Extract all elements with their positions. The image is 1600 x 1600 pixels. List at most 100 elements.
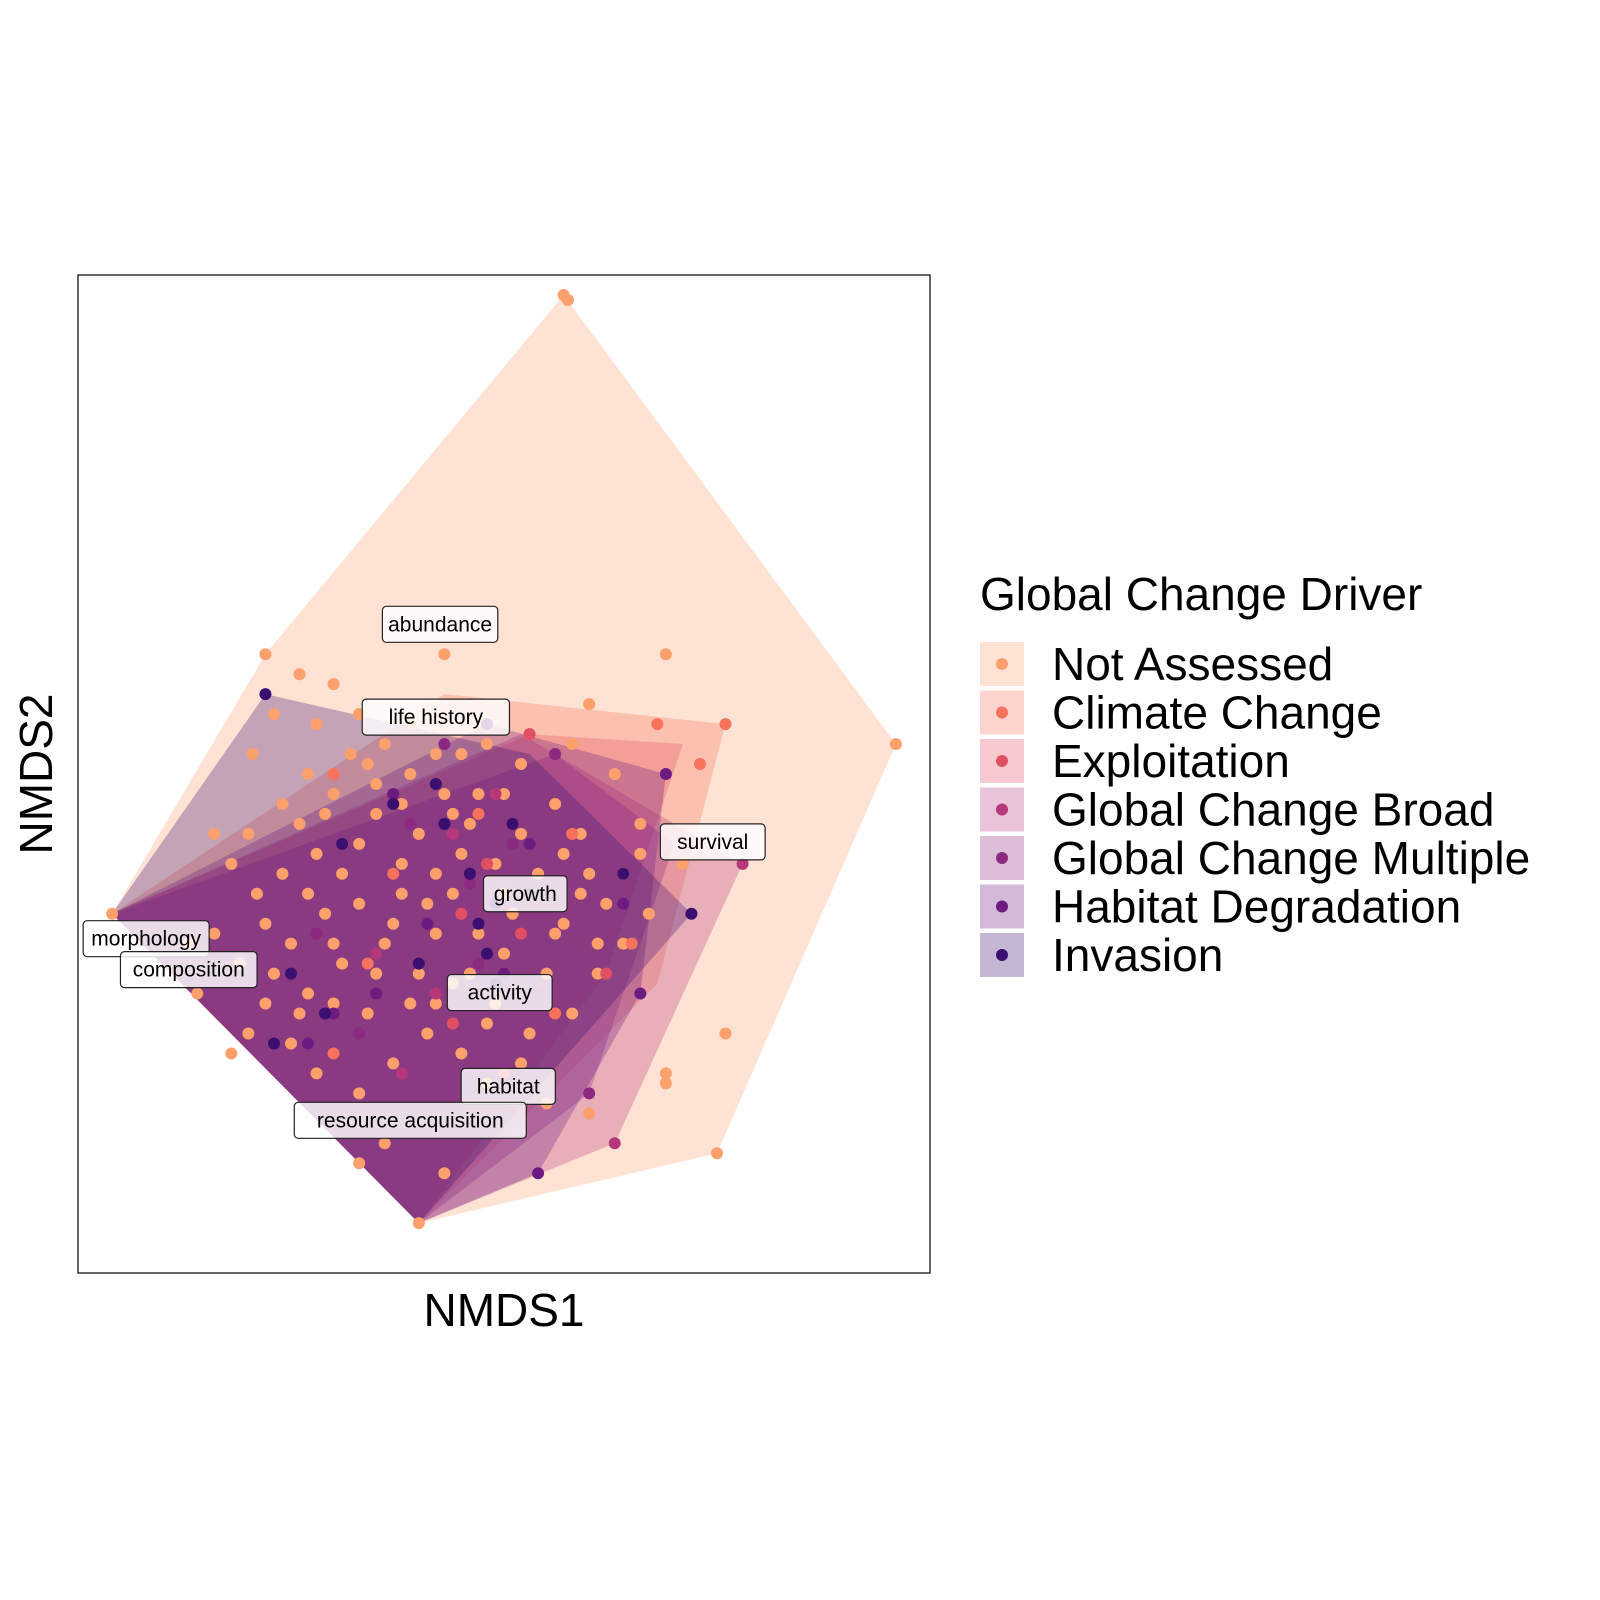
point-not-assessed	[336, 867, 349, 880]
point-not-assessed	[515, 1057, 528, 1070]
point-climate-change	[693, 758, 706, 771]
legend-label: Not Assessed	[1052, 638, 1333, 690]
trait-label-growth: growth	[482, 875, 568, 913]
trait-label-abundance: abundance	[381, 605, 499, 643]
point-not-assessed	[659, 1077, 672, 1090]
point-not-assessed	[259, 997, 272, 1010]
point-not-assessed	[353, 837, 366, 850]
legend-marker	[996, 852, 1008, 864]
point-layer	[106, 288, 902, 1230]
point-global-change-multiple	[549, 748, 562, 761]
x-axis-title: NMDS1	[423, 1284, 584, 1336]
point-not-assessed	[208, 827, 221, 840]
point-not-assessed	[566, 738, 579, 751]
point-exploitation	[455, 907, 468, 920]
point-not-assessed	[267, 708, 280, 721]
point-not-assessed	[608, 768, 621, 780]
point-habitat-degradation	[387, 787, 400, 800]
point-not-assessed	[225, 857, 238, 870]
point-climate-change	[566, 827, 579, 840]
point-not-assessed	[285, 1037, 297, 1050]
trait-label-survival: survival	[659, 823, 766, 861]
point-invasion	[387, 797, 400, 810]
point-not-assessed	[561, 293, 574, 306]
point-habitat-degradation	[327, 1007, 340, 1020]
point-not-assessed	[259, 648, 272, 661]
point-not-assessed	[319, 907, 332, 920]
point-not-assessed	[480, 738, 493, 751]
point-not-assessed	[489, 857, 502, 870]
point-invasion	[319, 1007, 332, 1020]
point-not-assessed	[472, 787, 485, 800]
point-not-assessed	[438, 1167, 451, 1180]
svg-text:growth: growth	[494, 883, 557, 906]
point-not-assessed	[353, 1087, 366, 1100]
point-not-assessed	[429, 997, 442, 1010]
point-not-assessed	[361, 758, 374, 771]
point-not-assessed	[480, 1017, 493, 1030]
point-climate-change	[549, 1007, 562, 1020]
point-habitat-degradation	[421, 917, 434, 930]
point-not-assessed	[412, 1217, 425, 1230]
point-invasion	[685, 907, 698, 920]
point-not-assessed	[429, 927, 442, 940]
legend-label: Habitat Degradation	[1052, 881, 1461, 933]
point-not-assessed	[387, 917, 400, 930]
point-habitat-degradation	[532, 1167, 545, 1180]
point-not-assessed	[498, 787, 510, 800]
point-global-change-broad	[489, 787, 502, 800]
point-not-assessed	[515, 827, 528, 840]
point-not-assessed	[370, 807, 383, 820]
legend-item-habitat-degradation: Habitat Degradation	[980, 881, 1461, 933]
legend-item-global-change-broad: Global Change Broad	[980, 784, 1494, 836]
hull-invasion	[112, 694, 692, 1224]
legend-marker	[996, 949, 1008, 961]
point-not-assessed	[310, 1067, 323, 1080]
point-not-assessed	[353, 1157, 366, 1170]
svg-text:resource acquisition: resource acquisition	[317, 1109, 504, 1132]
y-axis-title: NMDS2	[10, 693, 62, 854]
point-not-assessed	[191, 987, 204, 1000]
point-not-assessed	[327, 997, 340, 1010]
point-global-change-multiple	[506, 837, 519, 850]
point-not-assessed	[557, 917, 570, 930]
point-habitat-degradation	[302, 1037, 315, 1050]
legend-item-invasion: Invasion	[980, 929, 1223, 981]
point-not-assessed	[634, 847, 647, 860]
trait-label-layer: abundance life history survival growth morph…	[82, 605, 766, 1139]
point-global-change-broad	[395, 1067, 408, 1080]
point-global-change-broad	[608, 1137, 621, 1150]
legend-item-climate-change: Climate Change	[980, 687, 1382, 739]
point-not-assessed	[327, 678, 340, 691]
point-global-change-broad	[736, 857, 749, 870]
point-not-assessed	[566, 1007, 579, 1020]
point-habitat-degradation	[634, 987, 647, 1000]
svg-text:life history: life history	[389, 706, 484, 729]
legend-marker	[996, 900, 1008, 913]
point-not-assessed	[293, 1007, 306, 1020]
point-not-assessed	[319, 807, 332, 820]
point-invasion	[336, 837, 349, 850]
point-not-assessed	[498, 947, 510, 960]
svg-text:activity: activity	[468, 982, 533, 1005]
point-not-assessed	[395, 857, 408, 870]
legend-item-not-assessed: Not Assessed	[980, 638, 1333, 690]
point-not-assessed	[591, 937, 604, 950]
point-not-assessed	[549, 797, 562, 810]
point-not-assessed	[327, 787, 340, 800]
point-not-assessed	[583, 867, 596, 880]
point-invasion	[285, 967, 297, 980]
point-not-assessed	[267, 967, 280, 980]
point-not-assessed	[242, 1027, 255, 1040]
point-not-assessed	[276, 797, 289, 810]
point-not-assessed	[336, 957, 349, 970]
point-not-assessed	[293, 668, 306, 681]
point-not-assessed	[421, 897, 434, 910]
point-not-assessed	[446, 807, 459, 820]
legend-marker	[996, 755, 1008, 767]
trait-label-resource-acquisition: resource acquisition	[293, 1101, 527, 1139]
point-not-assessed	[378, 738, 391, 751]
point-not-assessed	[208, 927, 221, 940]
point-not-assessed	[259, 917, 272, 930]
point-global-change-multiple	[404, 817, 417, 830]
